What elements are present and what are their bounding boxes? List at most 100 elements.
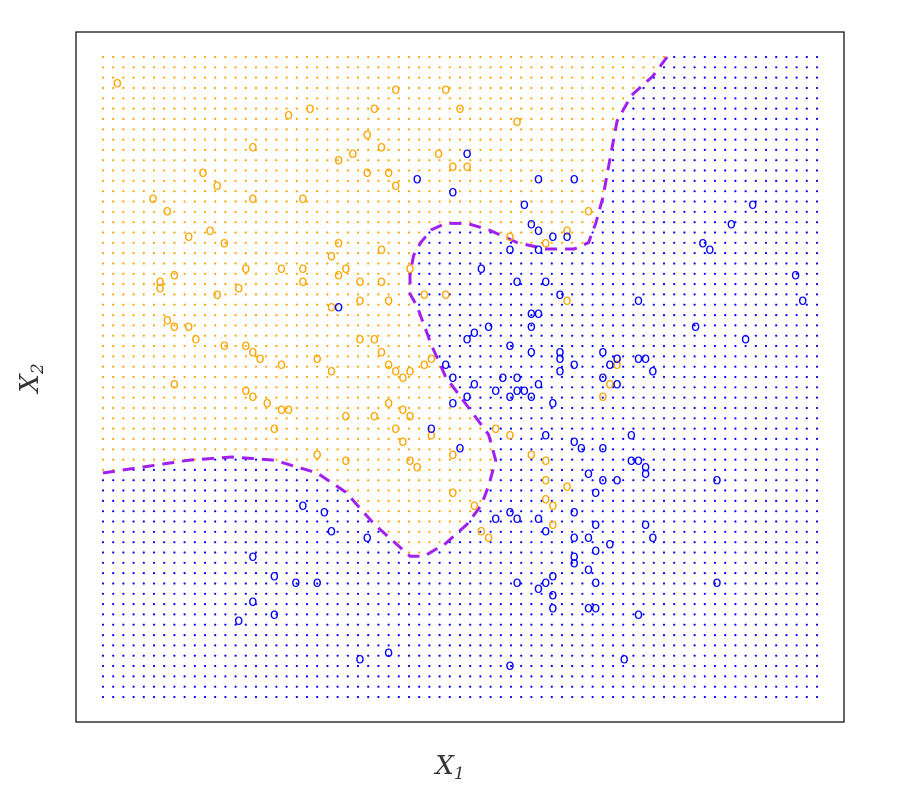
grid-dot — [795, 644, 798, 647]
grid-dot — [632, 634, 635, 637]
grid-dot — [336, 489, 339, 492]
grid-dot — [550, 499, 553, 502]
grid-dot — [265, 541, 268, 544]
grid-dot — [499, 179, 502, 182]
grid-dot — [550, 169, 553, 172]
grid-dot — [163, 324, 166, 327]
grid-dot — [387, 654, 390, 657]
grid-dot — [203, 241, 207, 244]
grid-dot — [764, 231, 768, 234]
grid-dot — [458, 572, 462, 575]
grid-dot — [214, 489, 217, 492]
grid-dot — [183, 128, 186, 131]
grid-dot — [224, 241, 227, 244]
grid-dot — [622, 623, 625, 626]
grid-dot — [377, 159, 380, 162]
grid-dot — [683, 448, 686, 451]
grid-dot — [275, 623, 278, 626]
grid-dot — [265, 561, 268, 564]
grid-dot — [234, 396, 237, 399]
grid-dot — [479, 375, 482, 379]
grid-dot — [112, 344, 115, 348]
grid-dot — [764, 479, 768, 482]
grid-dot — [469, 695, 472, 699]
grid-dot — [520, 148, 523, 151]
grid-dot — [326, 582, 329, 585]
grid-dot — [193, 541, 196, 544]
grid-dot — [805, 675, 808, 678]
grid-dot — [540, 66, 543, 69]
grid-dot — [203, 76, 207, 79]
grid-dot — [458, 159, 462, 162]
grid-dot — [356, 417, 360, 420]
grid-dot — [203, 272, 207, 275]
grid-dot — [285, 613, 288, 616]
grid-dot — [662, 613, 666, 616]
grid-dot — [203, 179, 207, 182]
grid-dot — [785, 159, 788, 162]
data-point-orange: o — [163, 310, 172, 328]
grid-dot — [152, 97, 156, 100]
grid-dot — [112, 396, 115, 399]
grid-dot — [591, 448, 594, 451]
grid-dot — [642, 231, 645, 234]
grid-dot — [346, 344, 349, 348]
grid-dot — [163, 148, 166, 151]
grid-dot — [132, 107, 135, 110]
grid-dot — [428, 623, 431, 626]
grid-dot — [346, 613, 349, 616]
grid-dot — [805, 334, 808, 337]
grid-dot — [775, 592, 778, 595]
grid-dot — [775, 334, 778, 337]
grid-dot — [703, 324, 706, 327]
grid-dot — [571, 117, 574, 120]
grid-dot — [214, 448, 217, 451]
grid-dot — [642, 200, 645, 203]
grid-dot — [142, 561, 145, 564]
grid-dot — [163, 303, 166, 306]
grid-dot — [407, 97, 411, 100]
grid-dot — [336, 582, 339, 585]
grid-dot — [203, 138, 207, 141]
grid-dot — [744, 664, 747, 668]
grid-dot — [591, 314, 594, 317]
grid-dot — [183, 685, 186, 688]
grid-dot — [152, 231, 156, 234]
data-point-blue: o — [712, 470, 721, 488]
grid-dot — [193, 169, 196, 172]
grid-dot — [265, 603, 268, 606]
grid-dot — [407, 499, 411, 502]
grid-dot — [509, 654, 513, 657]
grid-dot — [479, 675, 482, 678]
data-point-blue: o — [570, 547, 579, 565]
grid-dot — [815, 231, 819, 234]
grid-dot — [601, 169, 604, 172]
grid-dot — [367, 169, 370, 172]
grid-dot — [754, 541, 757, 544]
grid-dot — [703, 468, 706, 471]
grid-dot — [285, 169, 288, 172]
grid-dot — [499, 190, 502, 193]
grid-dot — [132, 210, 135, 213]
grid-dot — [713, 324, 717, 327]
grid-dot — [448, 489, 451, 492]
grid-dot — [397, 293, 400, 296]
data-point-blue: o — [320, 502, 329, 520]
grid-dot — [428, 86, 431, 90]
grid-dot — [407, 86, 411, 90]
grid-dot — [305, 86, 309, 90]
grid-dot — [356, 272, 360, 275]
grid-dot — [407, 551, 411, 554]
grid-dot — [530, 695, 533, 699]
grid-dot — [305, 592, 309, 595]
grid-dot — [581, 386, 584, 389]
grid-dot — [234, 437, 237, 440]
grid-dot — [499, 396, 502, 399]
grid-dot — [734, 97, 737, 100]
grid-dot — [397, 664, 400, 668]
grid-dot — [662, 148, 666, 151]
grid-dot — [285, 334, 288, 337]
grid-dot — [509, 86, 513, 90]
grid-dot — [438, 355, 441, 358]
grid-dot — [530, 530, 533, 533]
